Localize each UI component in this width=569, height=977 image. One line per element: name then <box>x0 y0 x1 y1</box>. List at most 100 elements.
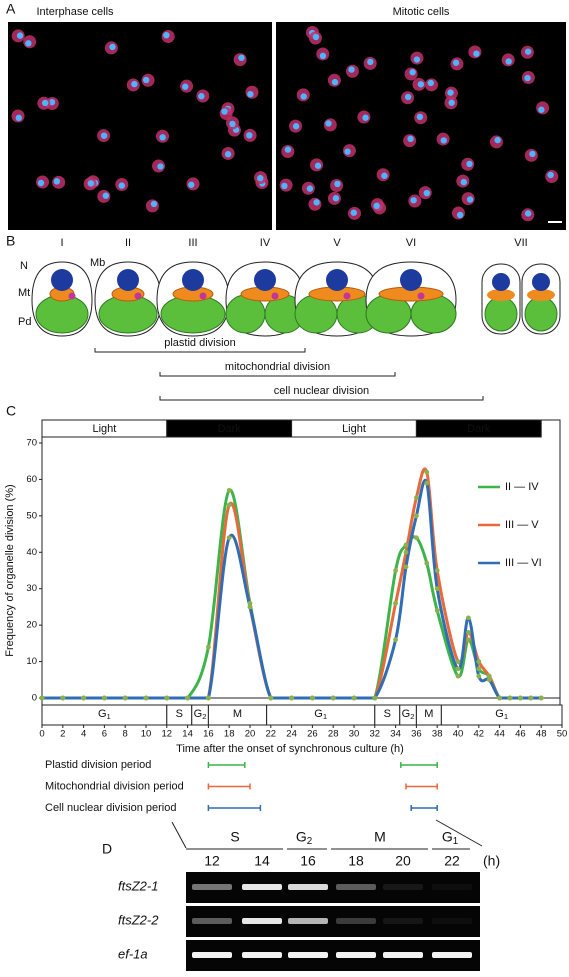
nucleus <box>221 108 228 115</box>
data-point <box>226 502 232 508</box>
phase-label: M <box>374 829 386 845</box>
cell-diagram <box>365 261 457 337</box>
nucleus <box>37 179 45 187</box>
nucleus <box>51 269 73 291</box>
panel-label: D <box>102 841 112 857</box>
legend-label: II — IV <box>505 481 539 493</box>
photoperiod-label: Dark <box>218 423 242 435</box>
nucleus <box>423 189 431 197</box>
period-label: Cell nuclear division period <box>45 802 176 814</box>
data-point <box>434 608 440 613</box>
y-tick-label: 0 <box>32 693 37 704</box>
nucleus <box>25 40 32 47</box>
legend-label: III — VI <box>505 557 542 569</box>
lane-label: 20 <box>395 853 411 869</box>
lane-label: 18 <box>348 853 364 869</box>
panel-label: B <box>6 233 15 249</box>
x-tick-label: 14 <box>182 729 193 740</box>
data-point <box>143 695 149 701</box>
nucleus <box>460 178 467 186</box>
y-tick-label: 10 <box>26 656 37 667</box>
data-point <box>434 568 440 573</box>
x-axis-title: Time after the onset of synchronous cult… <box>176 743 404 755</box>
data-point <box>393 568 398 573</box>
data-point <box>476 666 482 672</box>
nucleus <box>448 99 455 106</box>
data-point <box>226 535 232 541</box>
phase-label: G2 <box>402 708 415 721</box>
nucleus <box>247 90 254 98</box>
x-tick-label: 10 <box>141 729 152 740</box>
x-tick-label: 48 <box>536 729 547 740</box>
y-axis-title: Frequency of organelle division (%) <box>4 484 16 656</box>
data-point <box>455 666 461 672</box>
data-point <box>247 604 253 610</box>
nucleus <box>466 196 474 203</box>
y-tick-label: 60 <box>26 474 37 485</box>
cell-diagram <box>156 261 230 337</box>
nucleus <box>100 132 108 139</box>
data-point <box>185 695 191 701</box>
nucleus <box>404 93 412 101</box>
nucleus <box>373 202 380 210</box>
image-title: Interphase cells <box>36 6 114 18</box>
data-point <box>226 487 232 493</box>
bracket-label: plastid division <box>164 337 236 349</box>
x-tick-label: 8 <box>123 729 128 740</box>
data-point <box>538 695 544 701</box>
data-point <box>403 549 409 555</box>
period-bar <box>405 783 438 790</box>
nucleus <box>87 180 95 187</box>
mitochondrion <box>527 289 555 301</box>
stage-label: VII <box>514 237 527 249</box>
data-point <box>403 542 409 548</box>
data-point <box>60 695 66 701</box>
nucleus <box>157 163 164 170</box>
phase-label: S <box>384 708 391 720</box>
nucleus <box>313 199 320 206</box>
period-bar <box>400 762 438 768</box>
nucleus <box>417 81 425 88</box>
nucleus <box>334 180 341 188</box>
data-point <box>268 695 274 701</box>
data-point <box>476 673 482 679</box>
nucleus <box>350 209 358 216</box>
nucleus <box>409 69 416 76</box>
nucleus <box>198 93 205 100</box>
nucleus <box>456 211 464 219</box>
data-point <box>466 615 471 621</box>
gel-band <box>383 918 423 924</box>
y-tick-label: 50 <box>26 510 37 521</box>
gel-band <box>336 918 376 924</box>
nucleus <box>312 33 320 41</box>
phase-box <box>440 704 563 726</box>
lane-label: 12 <box>204 853 220 869</box>
data-point <box>206 644 211 650</box>
nucleus <box>538 106 545 113</box>
nucleus <box>314 162 322 169</box>
period-bar <box>207 783 251 790</box>
cell-diagram <box>225 261 305 337</box>
gel-band <box>432 884 472 890</box>
part-label: N <box>20 260 28 272</box>
data-point <box>424 560 430 566</box>
nucleus <box>224 151 232 158</box>
data-point <box>403 564 409 570</box>
nucleus <box>300 93 307 100</box>
nucleus <box>331 78 339 86</box>
nucleus <box>440 137 447 144</box>
stage-label: II <box>125 237 131 249</box>
microbody <box>199 292 207 300</box>
x-tick-label: 20 <box>245 729 256 740</box>
lane-label: 22 <box>444 853 460 869</box>
x-tick-label: 36 <box>411 729 422 740</box>
bracket <box>94 348 306 353</box>
nucleus <box>15 114 22 122</box>
data-point <box>289 695 294 701</box>
gel-band <box>192 952 232 958</box>
phase-label: S <box>230 829 239 845</box>
bracket <box>159 396 484 401</box>
series-line <box>42 478 542 700</box>
x-tick-label: 38 <box>432 729 443 740</box>
lane-label: 14 <box>254 853 270 869</box>
